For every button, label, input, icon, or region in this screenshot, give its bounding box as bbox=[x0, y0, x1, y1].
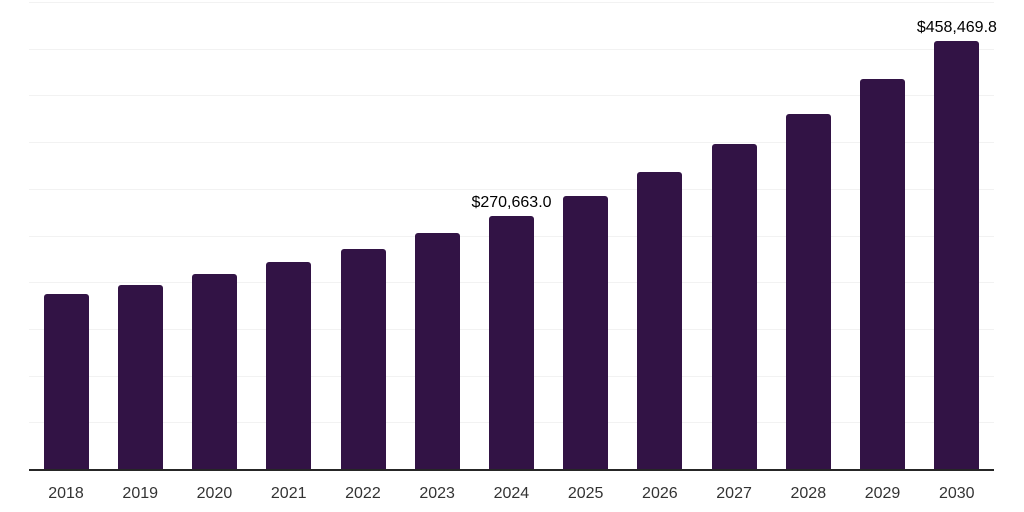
x-tick-label-2022: 2022 bbox=[345, 485, 381, 502]
bar-2026 bbox=[637, 171, 683, 469]
x-tick-label-2023: 2023 bbox=[419, 485, 455, 502]
x-tick-label-2030: 2030 bbox=[938, 485, 975, 502]
x-tick-label-2027: 2027 bbox=[716, 485, 752, 502]
bar-2022 bbox=[340, 249, 386, 469]
bar-2020 bbox=[192, 274, 238, 469]
bar-2028 bbox=[785, 114, 831, 469]
x-tick-label-2028: 2028 bbox=[790, 485, 827, 502]
x-tick-label-2021: 2021 bbox=[270, 485, 307, 502]
bar-2019 bbox=[117, 285, 163, 469]
bar-2018 bbox=[43, 294, 89, 469]
gridline bbox=[29, 95, 994, 97]
bar-2029 bbox=[860, 78, 906, 469]
bar-2021 bbox=[266, 262, 312, 469]
x-tick-label-2024: 2024 bbox=[493, 485, 530, 502]
x-tick-label-2029: 2029 bbox=[864, 485, 901, 502]
x-tick-label-2018: 2018 bbox=[48, 485, 84, 502]
gridline bbox=[29, 142, 994, 144]
data-label-2030: $458,469.8 bbox=[916, 18, 997, 36]
data-label-2024: $270,663.0 bbox=[471, 194, 552, 212]
bar-2023 bbox=[414, 233, 460, 469]
gridline bbox=[29, 2, 994, 3]
bar-2027 bbox=[711, 144, 757, 469]
plot-area: $270,663.0 $458,469.8 bbox=[29, 0, 997, 470]
gridline bbox=[29, 188, 994, 190]
bar-2025 bbox=[563, 195, 609, 469]
x-axis-line bbox=[29, 469, 994, 471]
x-tick-label-2026: 2026 bbox=[642, 485, 678, 502]
x-tick-label-2025: 2025 bbox=[567, 485, 604, 502]
gridline bbox=[29, 48, 994, 50]
bar-2030 bbox=[934, 40, 980, 469]
bar-2024 bbox=[489, 216, 534, 469]
x-tick-label-2020: 2020 bbox=[196, 485, 233, 502]
x-tick-label-2019: 2019 bbox=[122, 485, 159, 502]
